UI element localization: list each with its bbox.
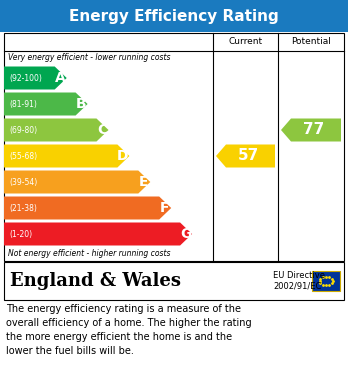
Text: (21-38): (21-38): [9, 203, 37, 212]
Text: G: G: [180, 227, 191, 241]
Text: Energy Efficiency Rating: Energy Efficiency Rating: [69, 9, 279, 23]
Text: (1-20): (1-20): [9, 230, 32, 239]
Text: C: C: [97, 123, 107, 137]
Text: (55-68): (55-68): [9, 151, 37, 160]
Text: (92-100): (92-100): [9, 74, 42, 83]
Text: B: B: [76, 97, 86, 111]
Text: A: A: [55, 71, 65, 85]
Bar: [0, 0, 348, 32]
Polygon shape: [4, 118, 109, 142]
Polygon shape: [281, 118, 341, 142]
Text: D: D: [117, 149, 128, 163]
Text: E: E: [139, 175, 149, 189]
Polygon shape: [4, 66, 67, 90]
Polygon shape: [4, 145, 129, 167]
Polygon shape: [4, 197, 171, 219]
Bar: [312, 271, 340, 291]
Polygon shape: [4, 170, 150, 194]
Text: Very energy efficient - lower running costs: Very energy efficient - lower running co…: [8, 54, 171, 63]
Text: 77: 77: [303, 122, 325, 138]
Text: Potential: Potential: [291, 38, 331, 47]
Text: F: F: [160, 201, 169, 215]
Polygon shape: [4, 93, 88, 115]
Text: (69-80): (69-80): [9, 126, 37, 135]
Text: (81-91): (81-91): [9, 99, 37, 108]
Text: (39-54): (39-54): [9, 178, 37, 187]
Bar: [4, 262, 344, 300]
Text: 57: 57: [238, 149, 259, 163]
Polygon shape: [216, 145, 275, 167]
Polygon shape: [4, 222, 192, 246]
Text: EU Directive
2002/91/EC: EU Directive 2002/91/EC: [273, 271, 325, 291]
Bar: [4, 33, 344, 261]
Text: England & Wales: England & Wales: [10, 272, 181, 290]
Text: The energy efficiency rating is a measure of the
overall efficiency of a home. T: The energy efficiency rating is a measur…: [6, 304, 252, 356]
Text: Current: Current: [228, 38, 262, 47]
Text: Not energy efficient - higher running costs: Not energy efficient - higher running co…: [8, 249, 171, 258]
